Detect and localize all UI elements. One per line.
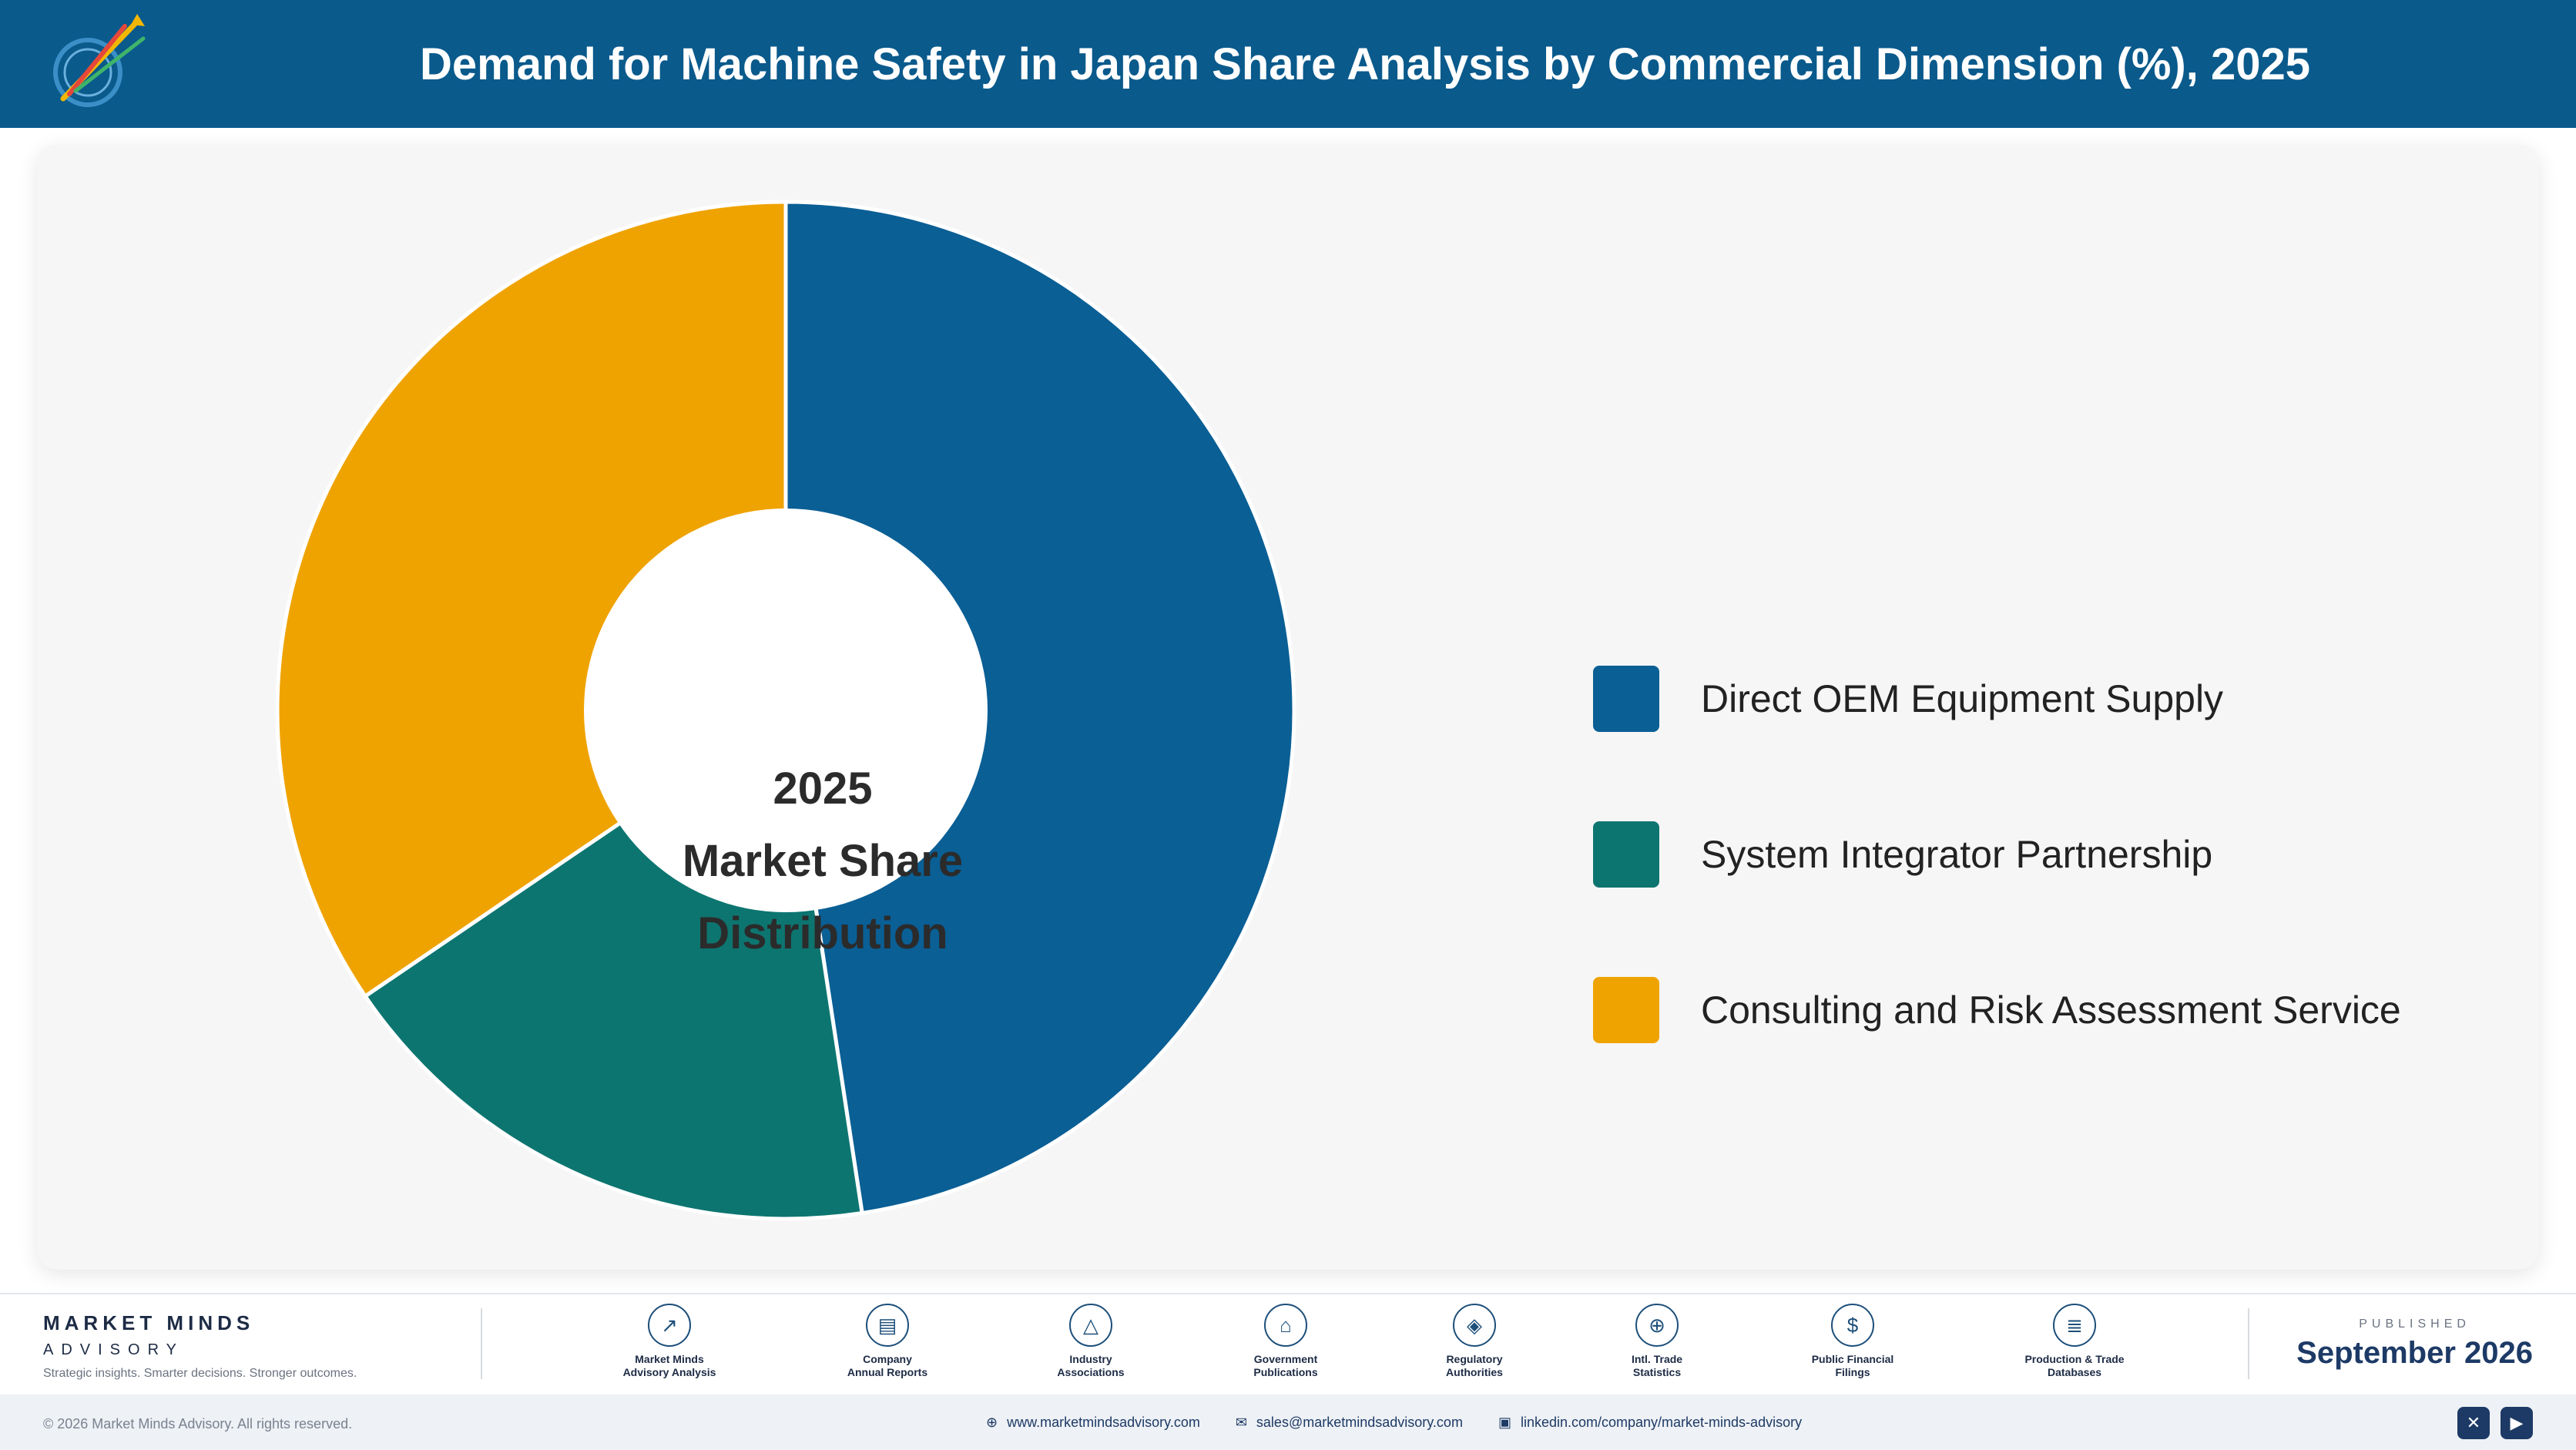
source-label: Company Annual Reports <box>847 1353 928 1378</box>
legend-item-integrator: System Integrator Partnership <box>1593 821 2401 888</box>
pie-slice-1[interactable] <box>783 200 1296 1216</box>
youtube-icon[interactable]: ▶ <box>2501 1407 2533 1439</box>
linkedin-link[interactable]: ▣ linkedin.com/company/market-minds-advi… <box>1498 1415 1802 1431</box>
market-minds-logo <box>53 14 146 107</box>
center-subtitle: Distribution <box>697 908 948 958</box>
legend-label: Direct OEM Equipment Supply <box>1701 677 2224 720</box>
copyright-text: © 2026 Market Minds Advisory. All rights… <box>43 1416 353 1432</box>
source-item: ◈ Regulatory Authorities <box>1397 1304 1551 1379</box>
globe-icon: ⊕ <box>986 1415 998 1430</box>
mail-icon: ✉ <box>1235 1415 1247 1430</box>
legend-label: System Integrator Partnership <box>1701 833 2213 876</box>
source-label: Intl. Trade Statistics <box>1631 1353 1683 1378</box>
footer-divider <box>2248 1308 2249 1379</box>
published-label: PUBLISHED <box>2359 1317 2470 1331</box>
published-date: September 2026 <box>2296 1336 2533 1370</box>
brand-tagline: Strategic insights. Smarter decisions. S… <box>43 1367 357 1380</box>
globe-icon: ⊕ <box>1635 1304 1679 1347</box>
contact-links: ⊕ www.marketmindsadvisory.com ✉ sales@ma… <box>986 1415 1802 1431</box>
source-list: ↗ Market Minds Advisory Analysis ▤ Compan… <box>570 1304 2180 1388</box>
source-label: Regulatory Authorities <box>1446 1353 1503 1378</box>
source-item: ↗ Market Minds Advisory Analysis <box>592 1304 746 1379</box>
pie-slice-3[interactable] <box>275 200 788 999</box>
source-label: Production & Trade Databases <box>2024 1353 2125 1378</box>
building-icon: ⌂ <box>1264 1304 1307 1347</box>
source-item: $ Public Financial Filings <box>1776 1304 1930 1379</box>
donut-center-label: 2025 Market Share Distribution <box>622 746 1023 977</box>
footer: MARKET MINDS ADVISORY Strategic insights… <box>0 1293 2576 1450</box>
website-text: www.marketmindsadvisory.com <box>1007 1415 1200 1430</box>
legend-swatch <box>1593 977 1659 1043</box>
footer-divider <box>481 1308 482 1379</box>
source-item: ▤ Company Annual Reports <box>810 1304 964 1379</box>
donut-chart <box>275 200 1296 1221</box>
network-icon: △ <box>1069 1304 1112 1347</box>
center-title: Market Share <box>682 836 964 886</box>
shield-icon: ◈ <box>1453 1304 1496 1347</box>
footer-bar: © 2026 Market Minds Advisory. All rights… <box>0 1395 2576 1450</box>
dollar-icon: $ <box>1831 1304 1874 1347</box>
social-links: ✕ ▶ <box>2457 1407 2533 1439</box>
source-label: Public Financial Filings <box>1811 1353 1894 1378</box>
source-item: △ Industry Associations <box>1014 1304 1168 1379</box>
linkedin-icon: ▣ <box>1498 1415 1511 1430</box>
x-icon[interactable]: ✕ <box>2457 1407 2490 1439</box>
source-label: Market Minds Advisory Analysis <box>622 1353 716 1378</box>
header-bar: Demand for Machine Safety in Japan Share… <box>0 0 2576 128</box>
source-label: Industry Associations <box>1057 1353 1125 1378</box>
footer-brand: MARKET MINDS ADVISORY Strategic insights… <box>43 1311 357 1381</box>
email-text: sales@marketmindsadvisory.com <box>1256 1415 1463 1430</box>
legend-label: Consulting and Risk Assessment Service <box>1701 988 2401 1032</box>
legend-item-oem: Direct OEM Equipment Supply <box>1593 666 2401 732</box>
document-icon: ▤ <box>866 1304 909 1347</box>
page-title: Demand for Machine Safety in Japan Share… <box>420 39 2310 89</box>
donut-hole <box>584 509 988 912</box>
published-block: PUBLISHED September 2026 <box>2296 1317 2533 1371</box>
email-link[interactable]: ✉ sales@marketmindsadvisory.com <box>1236 1415 1463 1431</box>
database-icon: ≣ <box>2053 1304 2096 1347</box>
source-item: ⊕ Intl. Trade Statistics <box>1580 1304 1734 1379</box>
legend-item-consulting: Consulting and Risk Assessment Service <box>1593 977 2401 1043</box>
chart-line-icon: ↗ <box>648 1304 691 1347</box>
chart-card: 2025 Market Share Distribution Direct OE… <box>37 145 2539 1270</box>
linkedin-text: linkedin.com/company/market-minds-adviso… <box>1520 1415 1803 1430</box>
legend-swatch <box>1593 666 1659 732</box>
source-item: ⌂ Government Publications <box>1209 1304 1363 1379</box>
brand-subtitle: ADVISORY <box>43 1341 184 1358</box>
center-year: 2025 <box>773 764 873 814</box>
brand-name: MARKET MINDS <box>43 1311 255 1334</box>
source-label: Government Publications <box>1253 1353 1318 1378</box>
website-link[interactable]: ⊕ www.marketmindsadvisory.com <box>986 1415 1200 1431</box>
source-item: ≣ Production & Trade Databases <box>1997 1304 2152 1379</box>
legend-swatch <box>1593 821 1659 888</box>
chart-legend: Direct OEM Equipment Supply System Integ… <box>1593 666 2401 1133</box>
